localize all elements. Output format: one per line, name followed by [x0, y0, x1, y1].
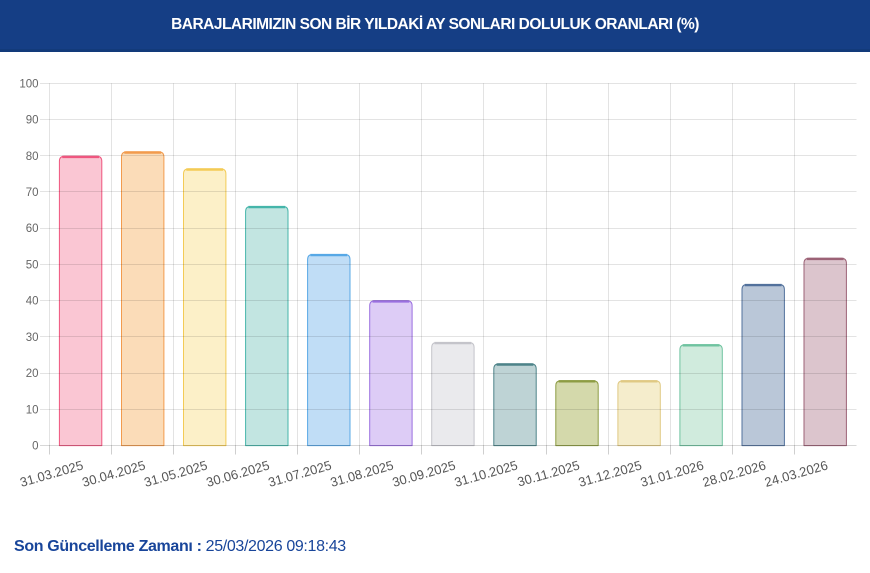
svg-text:31.03.2025: 31.03.2025 [18, 457, 85, 489]
svg-text:31.05.2025: 31.05.2025 [142, 457, 209, 489]
svg-text:30.09.2025: 30.09.2025 [391, 457, 458, 489]
svg-text:30.06.2025: 30.06.2025 [204, 457, 271, 489]
svg-text:31.12.2025: 31.12.2025 [577, 457, 644, 489]
svg-text:20: 20 [26, 368, 39, 380]
svg-text:80: 80 [26, 151, 39, 163]
svg-text:30.04.2025: 30.04.2025 [80, 457, 147, 489]
svg-text:31.07.2025: 31.07.2025 [266, 457, 333, 489]
svg-text:31.01.2026: 31.01.2026 [639, 457, 706, 489]
svg-text:90: 90 [26, 115, 39, 127]
svg-text:30: 30 [26, 332, 39, 344]
svg-text:30.11.2025: 30.11.2025 [516, 457, 582, 489]
svg-text:60: 60 [26, 223, 39, 235]
svg-text:50: 50 [26, 260, 39, 272]
svg-text:40: 40 [26, 296, 39, 308]
svg-text:0: 0 [32, 441, 38, 453]
svg-text:100: 100 [19, 78, 38, 90]
svg-text:70: 70 [26, 187, 39, 199]
svg-text:10: 10 [26, 404, 39, 416]
svg-text:24.03.2026: 24.03.2026 [763, 457, 830, 489]
svg-text:31.08.2025: 31.08.2025 [329, 457, 396, 489]
svg-text:28.02.2026: 28.02.2026 [701, 457, 768, 489]
svg-text:31.10.2025: 31.10.2025 [453, 457, 520, 489]
